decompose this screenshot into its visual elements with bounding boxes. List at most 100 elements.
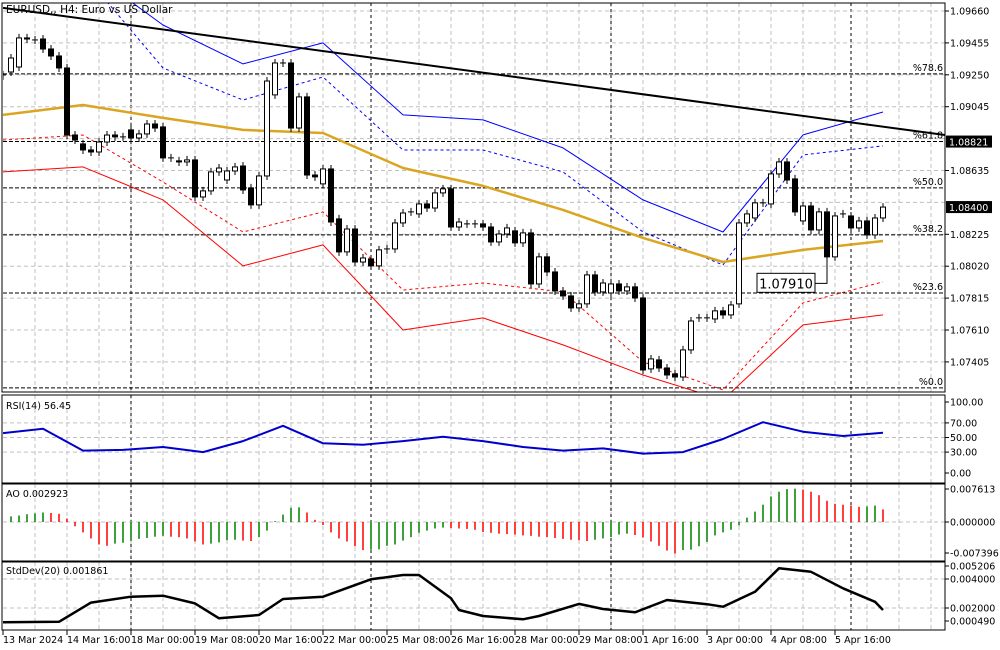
- candle[interactable]: [64, 63, 70, 140]
- candle[interactable]: [736, 218, 742, 308]
- candle[interactable]: [592, 270, 598, 296]
- candle[interactable]: [72, 131, 78, 145]
- candle[interactable]: [488, 222, 494, 246]
- candle[interactable]: [208, 167, 214, 195]
- candle[interactable]: [448, 184, 454, 231]
- ao-panel[interactable]: [10, 488, 884, 554]
- candle[interactable]: [512, 226, 518, 247]
- candle[interactable]: [856, 216, 862, 232]
- candle[interactable]: [408, 207, 414, 216]
- candle[interactable]: [176, 156, 182, 166]
- candle[interactable]: [640, 293, 646, 374]
- candle[interactable]: [192, 155, 198, 201]
- candle[interactable]: [48, 44, 54, 60]
- candle[interactable]: [0, 70, 6, 80]
- candle[interactable]: [792, 174, 798, 216]
- candle[interactable]: [392, 218, 398, 253]
- candle[interactable]: [120, 132, 126, 141]
- candle[interactable]: [808, 201, 814, 234]
- candle[interactable]: [288, 58, 294, 133]
- candle[interactable]: [160, 122, 166, 162]
- price-panel[interactable]: %78.6 %61.8 %50.0 %38.2 %23.6 %0.0 1.07910: [0, 2, 945, 400]
- candle[interactable]: [520, 228, 526, 247]
- candle[interactable]: [720, 306, 726, 319]
- candle[interactable]: [480, 219, 486, 231]
- candle[interactable]: [560, 286, 566, 300]
- candle[interactable]: [568, 291, 574, 312]
- candle[interactable]: [256, 171, 262, 209]
- candle[interactable]: [104, 131, 110, 147]
- candle[interactable]: [216, 164, 222, 176]
- candle[interactable]: [432, 188, 438, 213]
- candle[interactable]: [528, 228, 534, 288]
- candle[interactable]: [304, 92, 310, 180]
- candle[interactable]: [712, 306, 718, 323]
- candle[interactable]: [328, 164, 334, 227]
- candle[interactable]: [848, 211, 854, 232]
- candle[interactable]: [272, 58, 278, 99]
- candle[interactable]: [168, 153, 174, 162]
- candle[interactable]: [96, 138, 102, 156]
- candle[interactable]: [280, 58, 286, 67]
- candle[interactable]: [600, 279, 606, 296]
- candle[interactable]: [800, 201, 806, 225]
- candle[interactable]: [696, 313, 702, 322]
- rsi-panel[interactable]: [3, 421, 884, 455]
- candle[interactable]: [112, 131, 118, 141]
- candle[interactable]: [664, 363, 670, 379]
- candle[interactable]: [536, 252, 542, 288]
- candle[interactable]: [264, 77, 270, 180]
- candle[interactable]: [232, 162, 238, 175]
- candle[interactable]: [368, 254, 374, 270]
- candle[interactable]: [744, 209, 750, 227]
- candle[interactable]: [728, 300, 734, 319]
- candle[interactable]: [416, 199, 422, 218]
- candle[interactable]: [840, 209, 846, 218]
- candle[interactable]: [608, 279, 614, 297]
- candle[interactable]: [584, 270, 590, 308]
- candle[interactable]: [704, 313, 710, 322]
- candle[interactable]: [632, 282, 638, 302]
- candle[interactable]: [752, 198, 758, 222]
- candle[interactable]: [8, 53, 14, 76]
- candle[interactable]: [544, 252, 550, 276]
- candle[interactable]: [184, 155, 190, 166]
- candle[interactable]: [400, 208, 406, 227]
- candle[interactable]: [152, 119, 158, 133]
- candle[interactable]: [504, 223, 510, 238]
- candle[interactable]: [832, 211, 838, 261]
- candle[interactable]: [784, 157, 790, 184]
- candle[interactable]: [352, 225, 358, 266]
- candle[interactable]: [864, 216, 870, 239]
- candle[interactable]: [880, 203, 886, 222]
- trendline[interactable]: [3, 6, 945, 137]
- candle[interactable]: [136, 129, 142, 142]
- candle[interactable]: [464, 219, 470, 228]
- candle[interactable]: [552, 267, 558, 295]
- candle[interactable]: [616, 279, 622, 295]
- candle[interactable]: [456, 218, 462, 231]
- candle[interactable]: [384, 244, 390, 254]
- candle[interactable]: [88, 145, 94, 156]
- candle[interactable]: [672, 369, 678, 381]
- candle[interactable]: [200, 186, 206, 201]
- candle[interactable]: [320, 164, 326, 188]
- candle[interactable]: [472, 219, 478, 228]
- candle[interactable]: [656, 355, 662, 372]
- candle[interactable]: [336, 214, 342, 256]
- candle[interactable]: [424, 199, 430, 213]
- candle[interactable]: [144, 119, 150, 138]
- candle[interactable]: [24, 33, 30, 44]
- candle[interactable]: [680, 345, 686, 381]
- candle[interactable]: [776, 157, 782, 178]
- candle[interactable]: [248, 183, 254, 209]
- candle[interactable]: [768, 169, 774, 208]
- candle[interactable]: [56, 51, 62, 72]
- candle[interactable]: [376, 245, 382, 270]
- candle[interactable]: [224, 166, 230, 184]
- candle[interactable]: [760, 198, 766, 207]
- candle[interactable]: [872, 213, 878, 239]
- candle[interactable]: [816, 207, 822, 234]
- candle[interactable]: [648, 354, 654, 373]
